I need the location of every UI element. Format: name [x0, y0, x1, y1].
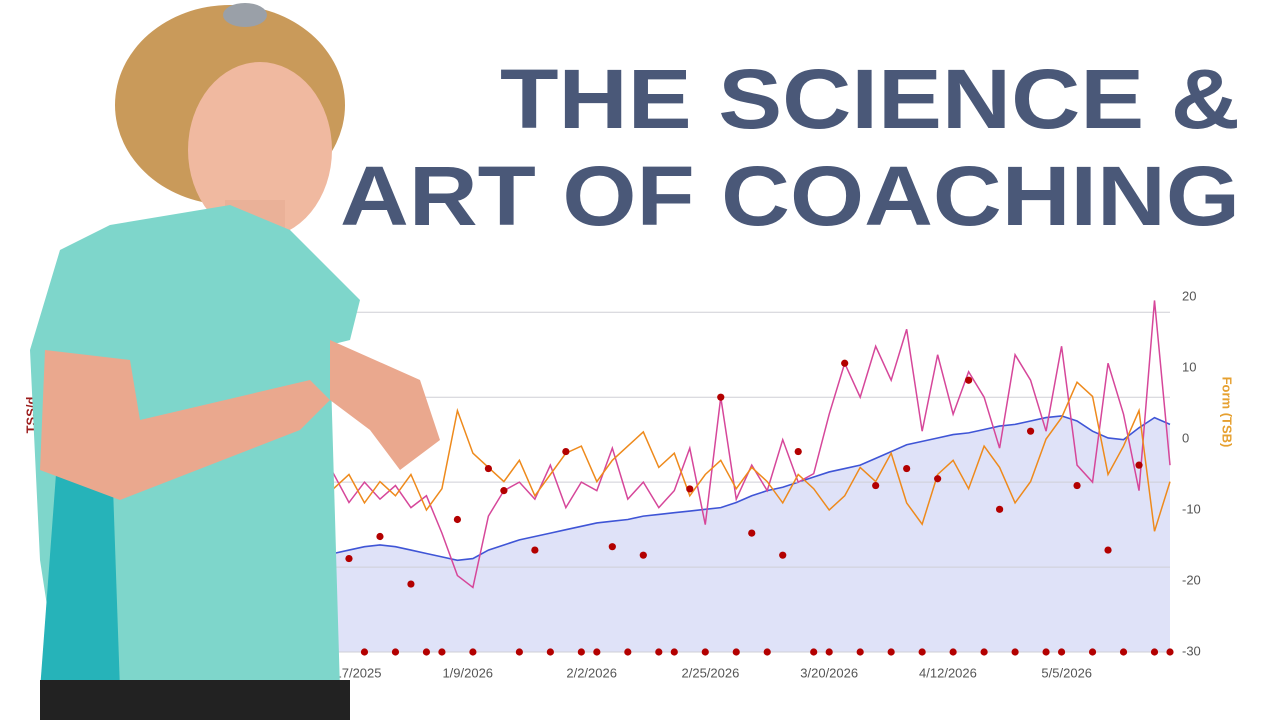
tss-dot: [686, 485, 694, 493]
y2-tick-label: -20: [1182, 572, 1201, 587]
tss-dot: [484, 464, 492, 473]
headline-line: THE SCIENCE &: [500, 52, 1240, 146]
tss-dot: [422, 648, 431, 656]
tss-dot: [1135, 461, 1143, 469]
y2-tick-label: -10: [1182, 501, 1201, 516]
tss-dot: [949, 648, 957, 656]
tss-dot: [391, 648, 400, 656]
tss-dot: [655, 648, 663, 656]
tss-dot: [562, 447, 570, 456]
tss-dot: [794, 447, 802, 456]
tss-dot: [965, 376, 973, 384]
tss-dot: [1150, 648, 1159, 656]
tss-dot: [500, 487, 508, 495]
tss-dot: [624, 648, 632, 656]
series-line: [317, 380, 1171, 532]
tss-dot: [1011, 648, 1019, 656]
tss-dot: [732, 648, 740, 656]
x-tick-label: 2/25/2026: [682, 665, 740, 680]
tss-dot: [701, 648, 709, 656]
tss-dot: [779, 551, 787, 559]
tss-dot: [1057, 648, 1066, 656]
tss-dot: [934, 475, 942, 483]
series-line: [317, 300, 1171, 589]
tss-dot: [453, 515, 462, 524]
tss-dot: [1088, 648, 1097, 656]
tss-dot: [717, 393, 725, 401]
y2-tick-label: -30: [1182, 643, 1201, 658]
tss-dot: [1104, 546, 1112, 554]
tss-dot: [748, 529, 756, 537]
y2-axis-label: Form (TSB): [1220, 377, 1235, 448]
tss-dot: [872, 481, 880, 490]
tss-dot: [810, 648, 818, 656]
tss-dot: [980, 648, 988, 656]
tss-dot: [469, 648, 477, 656]
tss-dot: [1026, 427, 1035, 435]
tss-dot: [360, 648, 369, 656]
person: [30, 3, 440, 720]
tss-dot: [515, 648, 523, 656]
x-tick-label: 3/20/2026: [800, 665, 858, 680]
x-tick-label: 4/12/2026: [919, 665, 977, 680]
tss-dot: [639, 551, 647, 559]
x-tick-label: 1/9/2026: [442, 665, 493, 680]
tss-dot: [407, 580, 415, 588]
tss-dot: [996, 505, 1004, 513]
tss-dot: [577, 648, 585, 656]
tss-dot: [546, 648, 554, 656]
tss-dot: [438, 648, 446, 656]
tss-dot: [593, 648, 601, 656]
y2-tick-label: 10: [1182, 359, 1196, 374]
x-tick-label: 2/2/2026: [566, 665, 617, 680]
x-tick-label: 5/5/2026: [1041, 665, 1092, 680]
headline-line: ART OF COACHING: [340, 149, 1240, 243]
y2-tick-label: 0: [1182, 430, 1189, 445]
tss-dot: [670, 648, 678, 656]
tss-dot: [376, 532, 384, 541]
fitness-line: [317, 415, 1171, 562]
tss-dot: [1119, 648, 1128, 656]
tss-dot: [763, 648, 771, 656]
tss-dot: [903, 464, 911, 473]
tss-dot: [856, 648, 864, 656]
tss-dot: [825, 648, 833, 656]
tss-dot: [531, 546, 539, 554]
tss-dot: [345, 554, 353, 563]
tss-dot: [1073, 481, 1081, 490]
tss-dot: [841, 359, 849, 367]
tss-dot: [887, 648, 895, 656]
tss-dot: [918, 648, 926, 656]
tss-dot: [1166, 648, 1174, 656]
tss-dot: [608, 543, 616, 551]
fitness-area: [318, 415, 1170, 652]
tss-dot: [1042, 648, 1050, 656]
y2-tick-label: 20: [1182, 288, 1196, 303]
